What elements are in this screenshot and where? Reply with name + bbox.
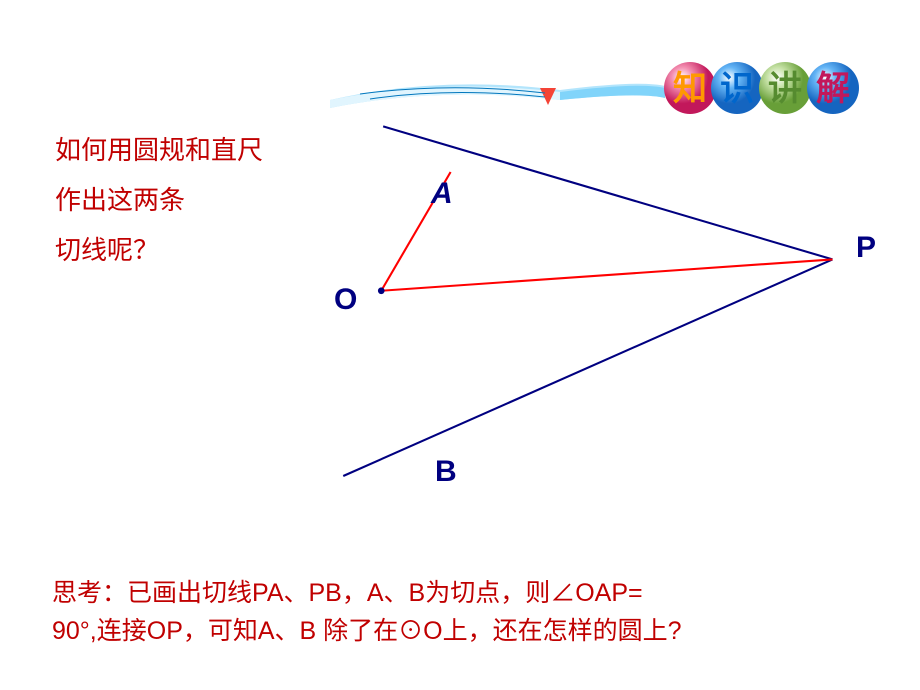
book-icon bbox=[330, 84, 665, 108]
bottom-question: 思考：已画出切线PA、PB，A、B为切点，则∠OAP= 90°,连接OP，可知A… bbox=[52, 575, 872, 650]
svg-text:解: 解 bbox=[816, 70, 850, 108]
label-B: B bbox=[435, 455, 457, 489]
point-O bbox=[378, 287, 385, 294]
bottom-line-2: 90°,连接OP，可知A、B 除了在⊙O上，还在怎样的圆上? bbox=[52, 617, 682, 645]
line-OP bbox=[381, 259, 832, 290]
diagram-svg bbox=[300, 115, 890, 495]
svg-text:知: 知 bbox=[673, 70, 707, 108]
svg-text:讲: 讲 bbox=[768, 70, 802, 108]
question-line-3: 切线呢？ bbox=[55, 230, 159, 272]
question-line-2: 作出这两条 bbox=[55, 180, 185, 222]
label-P: P bbox=[856, 231, 876, 265]
line-PB bbox=[343, 259, 832, 476]
svg-text:识: 识 bbox=[720, 71, 754, 108]
ball-1: 知 识 讲 解 bbox=[664, 62, 859, 114]
question-line-1: 如何用圆规和直尺 bbox=[55, 130, 263, 172]
banner: 知 识 讲 解 bbox=[320, 50, 880, 125]
bottom-line-1: 思考：已画出切线PA、PB，A、B为切点，则∠OAP= bbox=[52, 579, 643, 607]
label-A: A bbox=[431, 177, 453, 211]
label-O: O bbox=[334, 283, 357, 317]
geometry-diagram: A O P B bbox=[300, 115, 890, 495]
banner-svg: 知 识 讲 解 bbox=[320, 50, 880, 125]
